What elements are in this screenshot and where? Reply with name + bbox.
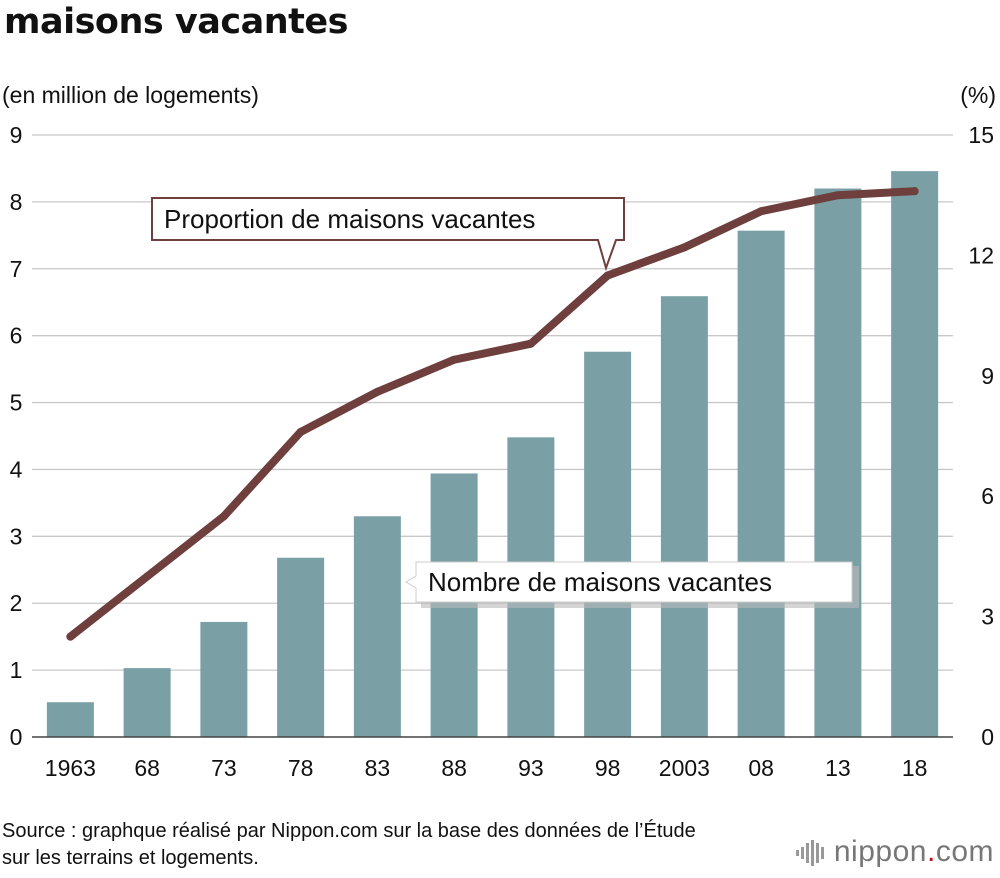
bar — [737, 230, 785, 737]
x-tick-label: 13 — [825, 755, 851, 781]
x-tick-label: 98 — [595, 755, 621, 781]
y-right-tick-label: 3 — [981, 604, 994, 630]
line-point — [219, 512, 228, 521]
x-tick-label: 68 — [134, 755, 160, 781]
source-note: Source : graphque réalisé par Nippon.com… — [2, 820, 696, 869]
logo-suffix: com — [935, 835, 994, 868]
line-point — [296, 427, 305, 436]
y-right-tick-label: 12 — [968, 242, 994, 268]
line-point — [680, 243, 689, 252]
line-path — [66, 187, 919, 641]
line-point — [526, 339, 535, 348]
x-tick-label: 1963 — [45, 755, 96, 781]
logo-dot: . — [926, 835, 936, 868]
x-tick-label: 88 — [441, 755, 467, 781]
x-tick-label: 08 — [748, 755, 774, 781]
y-right-tick-label: 9 — [981, 363, 994, 389]
nippon-logo: nippon.com — [795, 835, 994, 869]
y-left-tick-label: 6 — [10, 323, 23, 349]
x-tick-label: 73 — [211, 755, 237, 781]
x-tick-label: 2003 — [659, 755, 710, 781]
line-point — [757, 207, 766, 216]
right-axis-unit: (%) — [960, 82, 996, 108]
nippon-logo-icon — [795, 840, 824, 866]
chart-title: maisons vacantes — [4, 2, 348, 42]
y-left-tick-label: 2 — [10, 590, 23, 616]
bar — [814, 188, 862, 737]
bar-series-label: Nombre de maisons vacantes — [428, 567, 772, 597]
line-point — [66, 632, 75, 641]
y-right-tick-label: 15 — [968, 122, 994, 148]
y-right-tick-label: 0 — [981, 724, 994, 750]
x-tick-label: 18 — [902, 755, 928, 781]
line-point — [143, 572, 152, 581]
line-point — [833, 191, 842, 200]
y-left-tick-label: 0 — [10, 724, 23, 750]
y-left-tick-label: 1 — [10, 657, 23, 683]
bar — [584, 351, 632, 737]
left-axis-unit: (en million de logements) — [2, 82, 259, 108]
x-tick-label: 83 — [365, 755, 391, 781]
y-left-tick-label: 4 — [10, 456, 23, 482]
bar — [46, 702, 94, 737]
bar-series — [46, 171, 939, 737]
line-series-label: Proportion de maisons vacantes — [164, 204, 535, 234]
bar — [277, 557, 325, 737]
x-tick-label: 78 — [288, 755, 314, 781]
bar — [123, 668, 171, 737]
bar — [200, 621, 248, 737]
bar — [891, 171, 939, 737]
y-left-tick-label: 9 — [10, 122, 23, 148]
y-left-tick-label: 7 — [10, 256, 23, 282]
line-series-callout: Proportion de maisons vacantes — [151, 197, 625, 272]
line-point — [910, 187, 919, 196]
y-left-tick-label: 3 — [10, 523, 23, 549]
bar-series-callout: Nombre de maisons vacantes — [405, 561, 859, 608]
y-left-tick-label: 8 — [10, 189, 23, 215]
bar — [660, 296, 708, 737]
y-right-tick-label: 6 — [981, 483, 994, 509]
line-point — [450, 355, 459, 364]
y-left-tick-label: 5 — [10, 390, 23, 416]
line-point — [603, 271, 612, 280]
bar — [353, 516, 401, 737]
line-series — [66, 187, 919, 641]
line-point — [373, 387, 382, 396]
x-tick-label: 93 — [518, 755, 544, 781]
logo-name: nippon — [833, 835, 927, 868]
